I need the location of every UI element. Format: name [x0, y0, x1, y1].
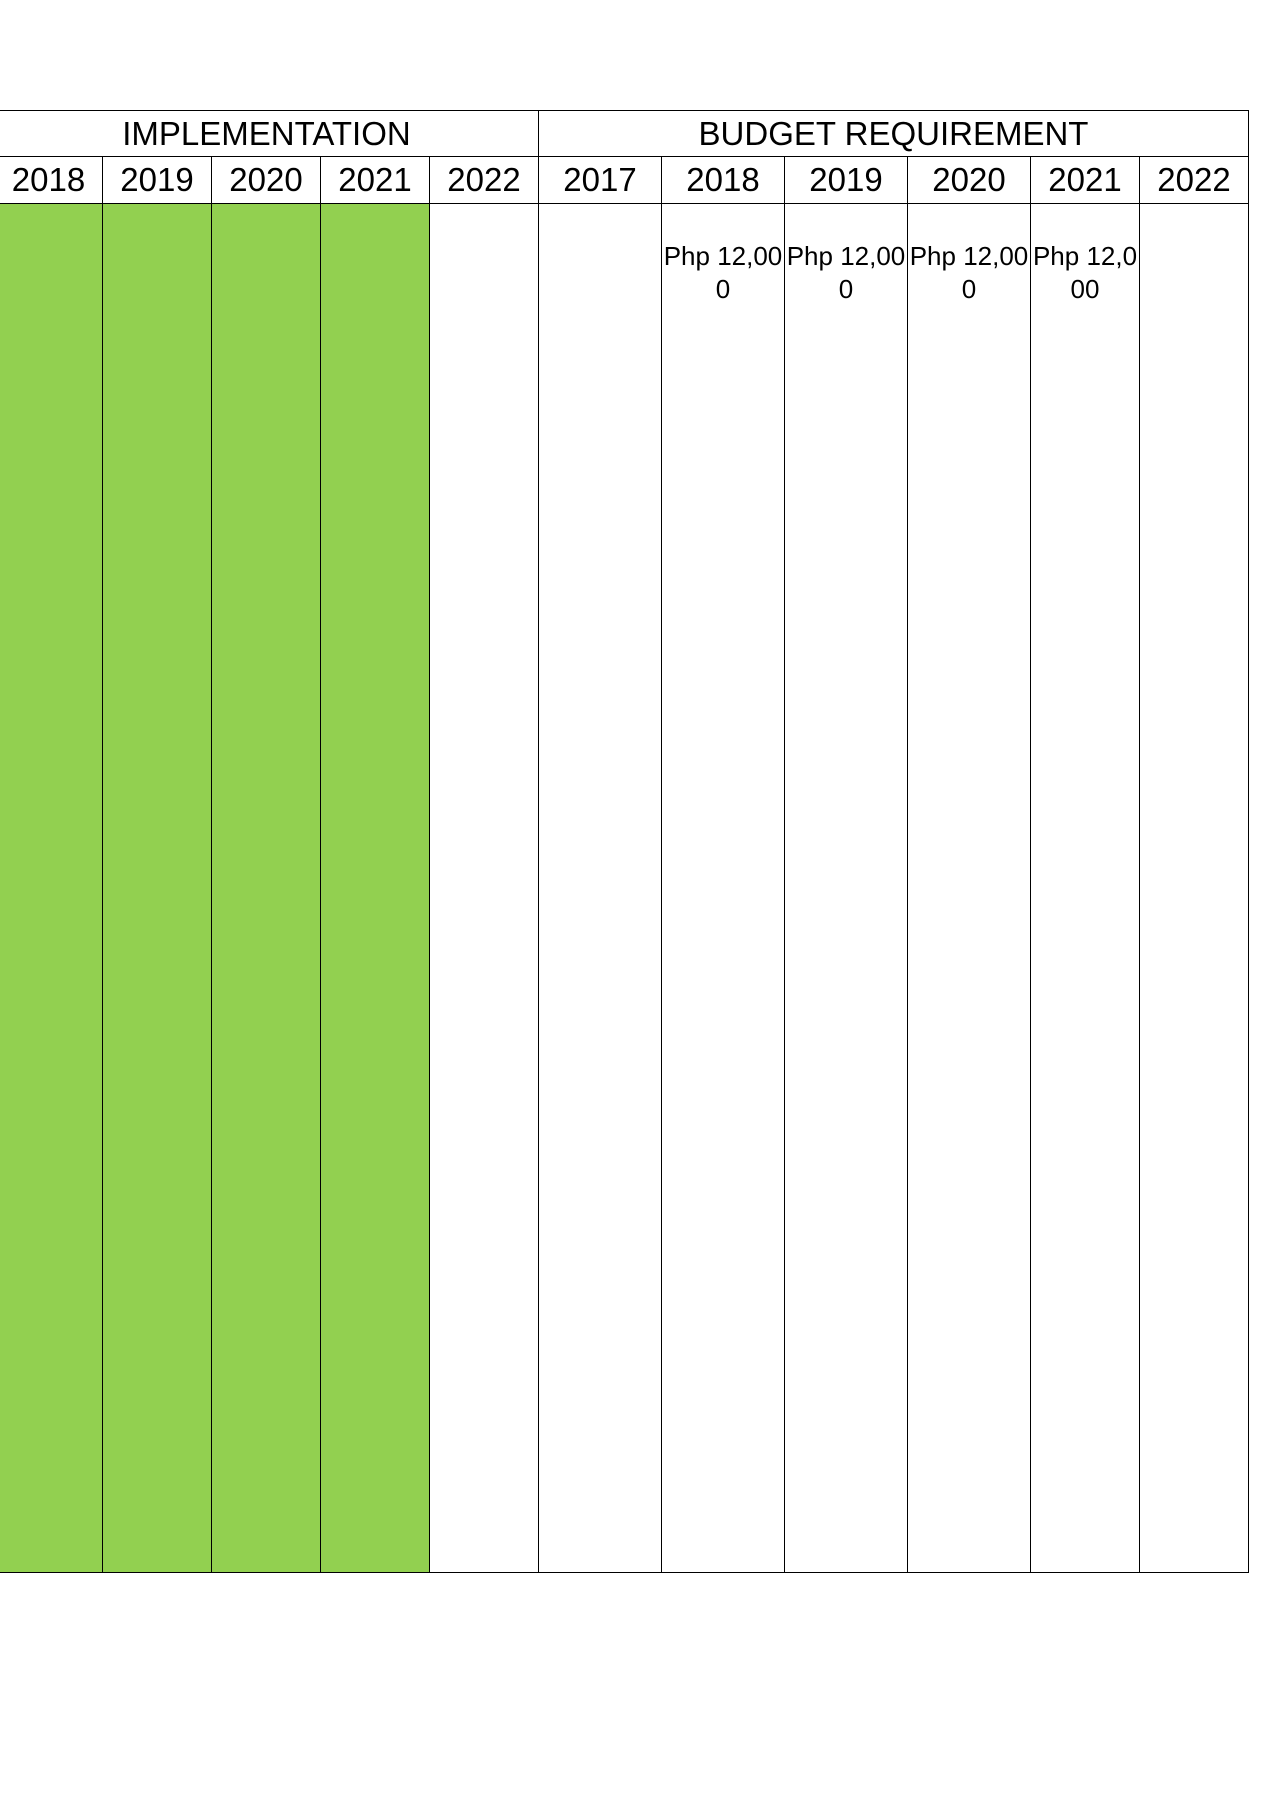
budget-amount-2022 [1140, 204, 1248, 240]
budget-year-2017: 2017 [538, 156, 662, 204]
budget-amount-2017 [539, 204, 661, 240]
implementation-cell-2020 [211, 203, 321, 1573]
plan-body-row: Php 12,000 Php 12,000 Php 12,000 Php 12,… [0, 203, 1249, 1573]
budget-amount-2020: Php 12,000 [909, 241, 1029, 304]
budget-cell-2022 [1139, 203, 1249, 1573]
budget-amount-2021: Php 12,000 [1032, 241, 1138, 304]
implementation-year-2019: 2019 [102, 156, 212, 204]
implementation-cell-2019 [102, 203, 212, 1573]
planning-matrix: IMPLEMENTATION BUDGET REQUIREMENT 2018 2… [0, 110, 1249, 1573]
budget-cell-2020: Php 12,000 [907, 203, 1031, 1573]
year-header-row: 2018 2019 2020 2021 2022 2017 2018 2019 … [0, 156, 1249, 204]
budget-year-2021: 2021 [1030, 156, 1140, 204]
budget-year-2019: 2019 [784, 156, 908, 204]
budget-amount-2019: Php 12,000 [786, 241, 906, 304]
implementation-year-2018: 2018 [0, 156, 103, 204]
implementation-cell-2018 [0, 203, 103, 1573]
budget-requirement-header: BUDGET REQUIREMENT [538, 110, 1249, 157]
budget-year-2018: 2018 [661, 156, 785, 204]
budget-year-2020: 2020 [907, 156, 1031, 204]
implementation-year-2021: 2021 [320, 156, 430, 204]
implementation-budget-table: IMPLEMENTATION BUDGET REQUIREMENT 2018 2… [0, 110, 1249, 1573]
budget-cell-2018: Php 12,000 [661, 203, 785, 1573]
implementation-year-2022: 2022 [429, 156, 539, 204]
implementation-header: IMPLEMENTATION [0, 110, 539, 157]
budget-amount-2018: Php 12,000 [663, 241, 783, 304]
budget-cell-2021: Php 12,000 [1030, 203, 1140, 1573]
group-header-row: IMPLEMENTATION BUDGET REQUIREMENT [0, 110, 1249, 157]
implementation-cell-2022 [429, 203, 539, 1573]
implementation-cell-2021 [320, 203, 430, 1573]
budget-year-2022: 2022 [1139, 156, 1249, 204]
budget-cell-2019: Php 12,000 [784, 203, 908, 1573]
budget-cell-2017 [538, 203, 662, 1573]
implementation-year-2020: 2020 [211, 156, 321, 204]
